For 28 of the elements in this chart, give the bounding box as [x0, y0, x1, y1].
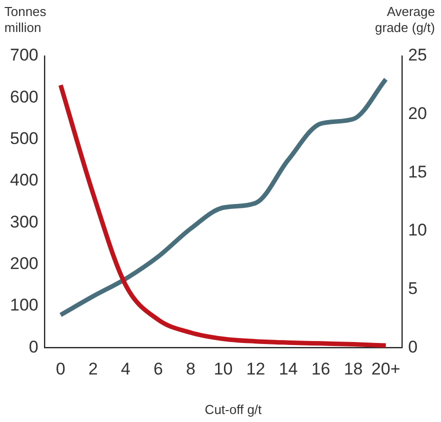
x-axis-title: Cut-off g/t [204, 402, 262, 417]
y2-tick-label: 0 [408, 337, 418, 356]
y-tick-label: 400 [10, 170, 38, 190]
y2-tick-label: 5 [408, 278, 418, 298]
y2-tick-label: 25 [408, 46, 428, 65]
x-tick-label: 16 [311, 359, 330, 378]
y-tick-label: 700 [10, 46, 38, 65]
y-tick-label: 300 [10, 212, 38, 232]
x-tick-label: 10 [214, 359, 233, 378]
y-tick-label: 100 [10, 296, 38, 315]
y-tick-label: 600 [10, 87, 38, 106]
x-tick-label: 12 [246, 359, 266, 378]
x-tick-label: 8 [186, 359, 196, 378]
y2-axis-title: Average grade (g/t) [375, 4, 435, 35]
y-axis-title: Tonnes million [4, 4, 47, 35]
x-tick-label: 18 [344, 359, 363, 378]
x-tick-label: 20+ [371, 359, 400, 378]
x-tick-label: 14 [278, 359, 298, 378]
x-tick-label: 4 [120, 359, 130, 378]
y-tick-label: 500 [10, 129, 38, 148]
x-tick-label: 6 [153, 359, 163, 378]
y-tick-label: 200 [10, 254, 38, 273]
y2-tick-label: 15 [408, 162, 428, 182]
x-tick-label: 2 [88, 359, 98, 378]
y-tick-label: 0 [28, 337, 38, 356]
y2-tick-label: 10 [408, 220, 428, 240]
x-tick-label: 0 [56, 359, 66, 378]
y2-tick-label: 20 [408, 104, 428, 124]
